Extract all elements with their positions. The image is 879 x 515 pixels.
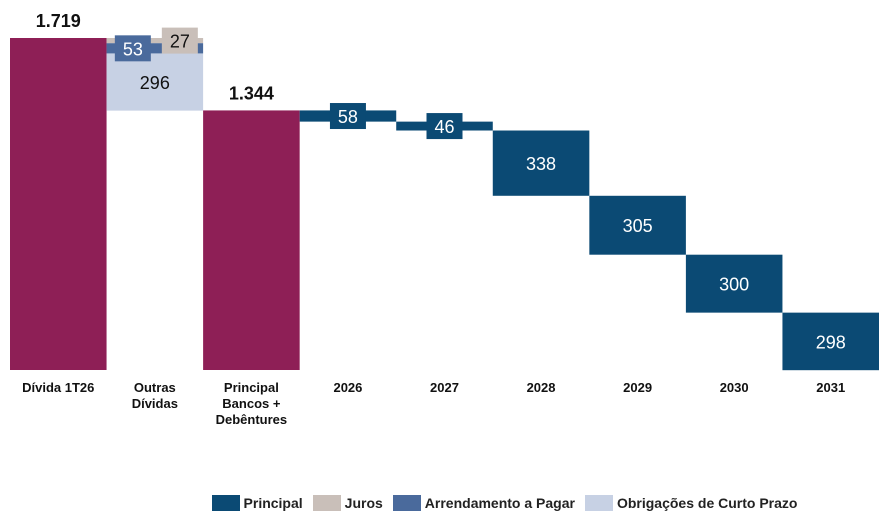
- label-box: [161, 27, 198, 54]
- value-label: 46: [434, 117, 454, 137]
- label-box: [114, 35, 151, 62]
- total-bar: [203, 110, 300, 370]
- x-tick-label: Dívida 1T26: [22, 380, 95, 395]
- segment: [685, 254, 783, 313]
- value-label: 27: [170, 32, 190, 52]
- segment: [106, 38, 204, 44]
- legend-swatch: [211, 495, 240, 511]
- legend-swatch: [312, 495, 341, 511]
- legend: Principal Juros Arrendamento a Pagar Obriga…: [0, 495, 879, 511]
- legend-label: Principal: [243, 495, 303, 511]
- value-label: 296: [140, 73, 170, 93]
- value-label: 53: [123, 39, 143, 59]
- x-tick-label: 2031: [816, 380, 846, 395]
- total-bar: [10, 38, 107, 370]
- label-box: [329, 103, 366, 130]
- legend-label: Juros: [344, 495, 383, 511]
- value-label: 298: [816, 332, 846, 352]
- segment: [782, 312, 879, 371]
- segment: [589, 195, 686, 255]
- label-box: [426, 113, 463, 140]
- chart: 1.719 27 53 296 1.344 58 46 338 305 300 298: [10, 11, 879, 371]
- value-label: 338: [526, 154, 556, 174]
- legend-item: Arrendamento a Pagar: [392, 495, 575, 511]
- x-tick-label: Outras Dívidas: [131, 380, 178, 411]
- segment: [106, 43, 204, 54]
- legend-item: Obrigações de Curto Prazo: [584, 495, 798, 511]
- value-label: 305: [623, 216, 653, 236]
- value-label: 300: [719, 275, 749, 295]
- x-tick-label: 2027: [430, 380, 459, 395]
- legend-swatch: [584, 495, 613, 511]
- x-tick-label: 2029: [623, 380, 653, 395]
- legend-label: Arrendamento a Pagar: [424, 495, 575, 511]
- total-label: 1.719: [36, 11, 81, 31]
- segment: [106, 53, 204, 111]
- value-label: 58: [338, 107, 358, 127]
- x-tick-label: 2026: [333, 380, 363, 395]
- total-label: 1.344: [229, 83, 274, 103]
- segment: [492, 130, 590, 196]
- legend-label: Obrigações de Curto Prazo: [616, 495, 798, 511]
- legend-item: Juros: [312, 495, 383, 511]
- x-tick-label: 2028: [526, 380, 556, 395]
- x-tick-label: 2030: [719, 380, 749, 395]
- legend-swatch: [392, 495, 421, 511]
- x-tick-label: Principal Bancos + Debêntures: [215, 380, 288, 427]
- legend-item: Principal: [211, 495, 303, 511]
